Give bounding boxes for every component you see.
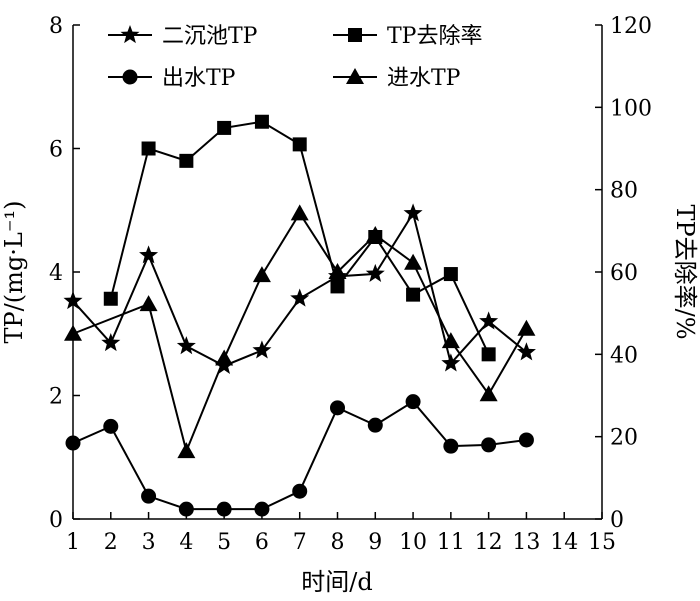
y2-tick-label: 100: [610, 96, 652, 121]
legend-marker-star: [120, 25, 140, 44]
legend-item: 二沉池TP: [108, 24, 258, 49]
y2-axis-title: TP去除率/%: [671, 204, 699, 339]
data-point-triangle: [215, 349, 234, 366]
data-point-circle: [367, 417, 383, 433]
legend-item: 出水TP: [108, 66, 236, 91]
series-circle: [65, 394, 534, 517]
data-point-circle: [443, 438, 459, 454]
data-point-square: [481, 347, 496, 362]
y2-tick-label: 20: [610, 426, 638, 451]
x-tick-label: 10: [399, 530, 427, 555]
data-point-star: [101, 333, 121, 352]
y-axis-title: TP/(mg·L⁻¹): [0, 201, 28, 344]
series-layer: [63, 114, 536, 517]
data-point-circle: [481, 437, 497, 453]
data-point-square: [406, 287, 421, 302]
x-tick-label: 12: [475, 530, 503, 555]
data-point-triangle: [64, 324, 82, 341]
legend-marker-triangle: [346, 68, 364, 84]
data-point-triangle: [252, 266, 271, 283]
x-tick-label: 2: [104, 530, 118, 555]
data-point-square: [292, 137, 307, 152]
y2-tick-label: 120: [610, 14, 652, 39]
data-point-star: [516, 342, 536, 361]
series-triangle: [64, 204, 536, 459]
data-point-triangle: [441, 332, 460, 349]
y-tick-label: 4: [49, 261, 63, 286]
legend-label: 进水TP: [387, 66, 461, 91]
legend-item: TP去除率: [333, 24, 482, 49]
legend-marker-square: [348, 28, 362, 42]
data-point-circle: [254, 501, 270, 517]
x-tick-label: 14: [550, 530, 578, 555]
data-point-star: [252, 340, 272, 359]
legend-label: TP去除率: [387, 24, 482, 49]
y2-tick-label: 80: [610, 179, 638, 204]
x-tick-label: 15: [588, 530, 616, 555]
data-point-circle: [518, 432, 534, 448]
y-tick-label: 2: [49, 385, 63, 410]
x-axis-title: 时间/d: [301, 568, 372, 596]
legend-label: 出水TP: [162, 66, 236, 91]
data-point-square: [254, 114, 269, 129]
data-point-square: [179, 153, 194, 168]
data-point-square: [217, 120, 232, 135]
legend-item: 进水TP: [333, 66, 461, 91]
x-tick-label: 11: [437, 530, 465, 555]
x-tick-label: 1: [66, 530, 80, 555]
series-star: [63, 203, 536, 374]
y-tick-label: 8: [49, 14, 63, 39]
series-line-square: [109, 120, 490, 355]
y2-tick-label: 40: [610, 343, 638, 368]
data-point-circle: [292, 483, 308, 499]
data-point-triangle: [404, 253, 423, 270]
data-point-square: [330, 279, 345, 294]
data-point-star: [139, 245, 159, 264]
data-point-circle: [405, 394, 421, 410]
data-point-star: [176, 336, 196, 355]
y-tick-label: 6: [49, 138, 63, 163]
x-tick-label: 3: [142, 530, 156, 555]
data-point-circle: [65, 435, 81, 451]
legend-label: 二沉池TP: [162, 24, 258, 49]
data-point-triangle: [139, 295, 158, 312]
data-point-circle: [216, 501, 232, 517]
x-tick-label: 4: [179, 530, 193, 555]
y2-tick-label: 0: [610, 508, 624, 533]
data-point-star: [365, 263, 385, 282]
data-point-triangle: [328, 263, 347, 279]
series-square: [103, 114, 496, 362]
x-tick-label: 13: [512, 530, 540, 555]
data-point-square: [443, 267, 458, 282]
data-point-triangle: [366, 225, 385, 242]
data-point-star: [479, 311, 499, 330]
legend-marker-circle: [122, 69, 138, 85]
data-point-circle: [141, 488, 157, 504]
x-tick-label: 5: [217, 530, 231, 555]
data-point-star: [403, 203, 423, 222]
data-point-circle: [178, 501, 194, 517]
x-tick-label: 7: [293, 530, 307, 555]
data-point-triangle: [517, 319, 536, 336]
data-point-circle: [330, 400, 345, 416]
data-point-triangle: [290, 204, 309, 221]
x-tick-label: 8: [331, 530, 345, 555]
y-tick-label: 0: [49, 508, 63, 533]
data-point-circle: [103, 418, 119, 434]
x-tick-label: 9: [368, 530, 382, 555]
data-point-star: [290, 288, 310, 307]
data-point-triangle: [177, 442, 196, 459]
ticks: 1 2 3 4 5 6 7 8 9 10 11 12 13 14 150246802040608010012…: [49, 14, 652, 555]
data-point-star: [441, 353, 461, 372]
x-tick-label: 6: [255, 530, 269, 555]
data-point-square: [103, 291, 118, 306]
data-point-triangle: [479, 385, 498, 402]
series-line-triangle: [72, 211, 528, 455]
data-point-star: [63, 291, 83, 310]
data-point-square: [141, 141, 156, 156]
y2-tick-label: 60: [610, 261, 638, 286]
